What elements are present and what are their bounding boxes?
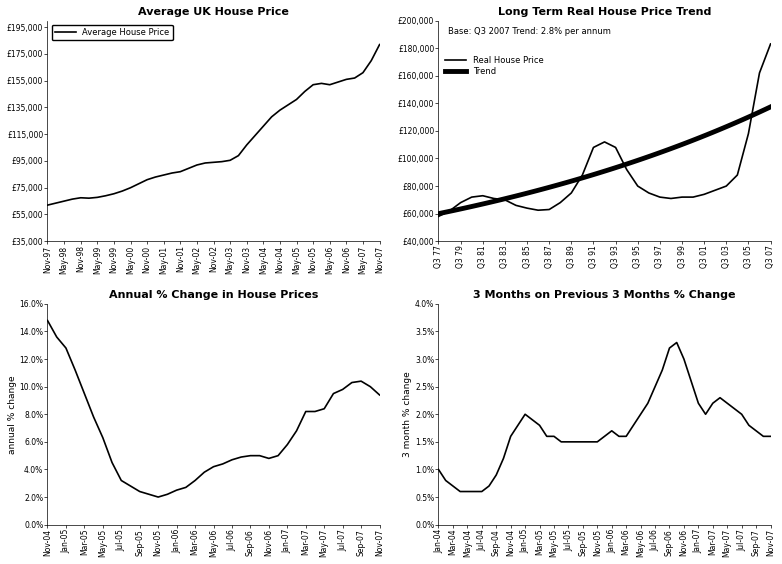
Trend [744,114,753,121]
Title: Annual % Change in House Prices: Annual % Change in House Prices [109,290,318,301]
Real House Price [467,193,476,200]
Y-axis label: 3 month % change: 3 month % change [404,371,412,457]
Trend [641,154,651,161]
Title: Average UK House Price: Average UK House Price [138,7,289,17]
Line: Real House Price: Real House Price [439,44,770,217]
Real House Price [744,130,753,137]
Real House Price [575,176,584,183]
Trend [511,193,521,200]
Trend [575,175,584,182]
Trend [766,104,775,111]
Trend [658,148,667,155]
Trend [467,203,476,210]
Legend: Average House Price: Average House Price [52,25,173,41]
Trend [434,210,443,217]
Y-axis label: annual % change: annual % change [8,375,16,453]
Text: Base: Q3 2007 Trend: 2.8% per annum: Base: Q3 2007 Trend: 2.8% per annum [448,27,612,36]
Title: 3 Months on Previous 3 Months % Change: 3 Months on Previous 3 Months % Change [473,290,736,301]
Real House Price [766,41,775,47]
Real House Price [641,188,651,195]
Line: Trend: Trend [439,107,770,214]
Legend: Real House Price, Trend: Real House Price, Trend [443,54,546,78]
Real House Price [434,213,443,220]
Title: Long Term Real House Price Trend: Long Term Real House Price Trend [498,7,711,17]
Real House Price [658,194,667,201]
Real House Price [511,202,521,209]
